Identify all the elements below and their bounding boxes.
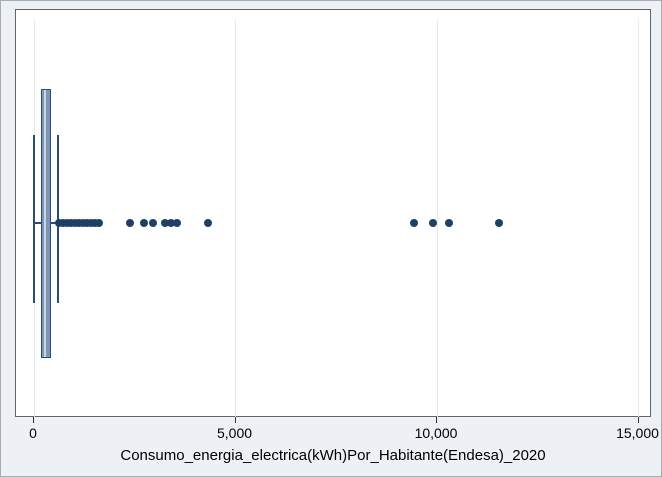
outlier-dot — [495, 219, 504, 227]
outlier-dot — [204, 219, 213, 227]
outlier-dot — [148, 219, 157, 227]
outlier-dot — [86, 219, 95, 227]
outlier-dot — [79, 219, 88, 227]
outlier-dot — [94, 219, 103, 227]
x-axis-tick-label: 10,000 — [414, 425, 458, 441]
outlier-dot — [140, 219, 149, 227]
outlier-dot — [167, 219, 176, 227]
gridline — [235, 19, 236, 425]
median-line — [44, 90, 47, 357]
x-axis-tick-label: 15,000 — [616, 425, 659, 441]
x-axis-title: Consumo_energia_electrica(kWh)Por_Habita… — [120, 447, 546, 464]
outlier-dot — [445, 219, 454, 227]
outlier-dot — [54, 219, 63, 227]
x-axis-tick — [234, 417, 236, 423]
outlier-dot — [172, 219, 181, 227]
x-axis-tick-label: 5,000 — [216, 425, 253, 441]
outlier-dot — [90, 219, 99, 227]
outlier-dot — [63, 219, 72, 227]
outlier-dot — [161, 219, 170, 227]
outlier-dot — [67, 219, 76, 227]
gridline — [638, 19, 639, 425]
lower-adjacent-cap — [33, 135, 35, 303]
outlier-dot — [59, 219, 68, 227]
x-axis-tick-label: 0 — [29, 425, 37, 441]
plot-area — [15, 9, 651, 425]
outlier-dot — [410, 219, 419, 227]
outlier-dot — [429, 219, 438, 227]
outlier-dot — [71, 219, 80, 227]
outlier-dot — [75, 219, 84, 227]
outlier-dot — [126, 219, 135, 227]
x-axis-tick — [637, 417, 639, 423]
x-axis-tick — [436, 417, 437, 423]
x-axis-tick — [33, 417, 34, 423]
